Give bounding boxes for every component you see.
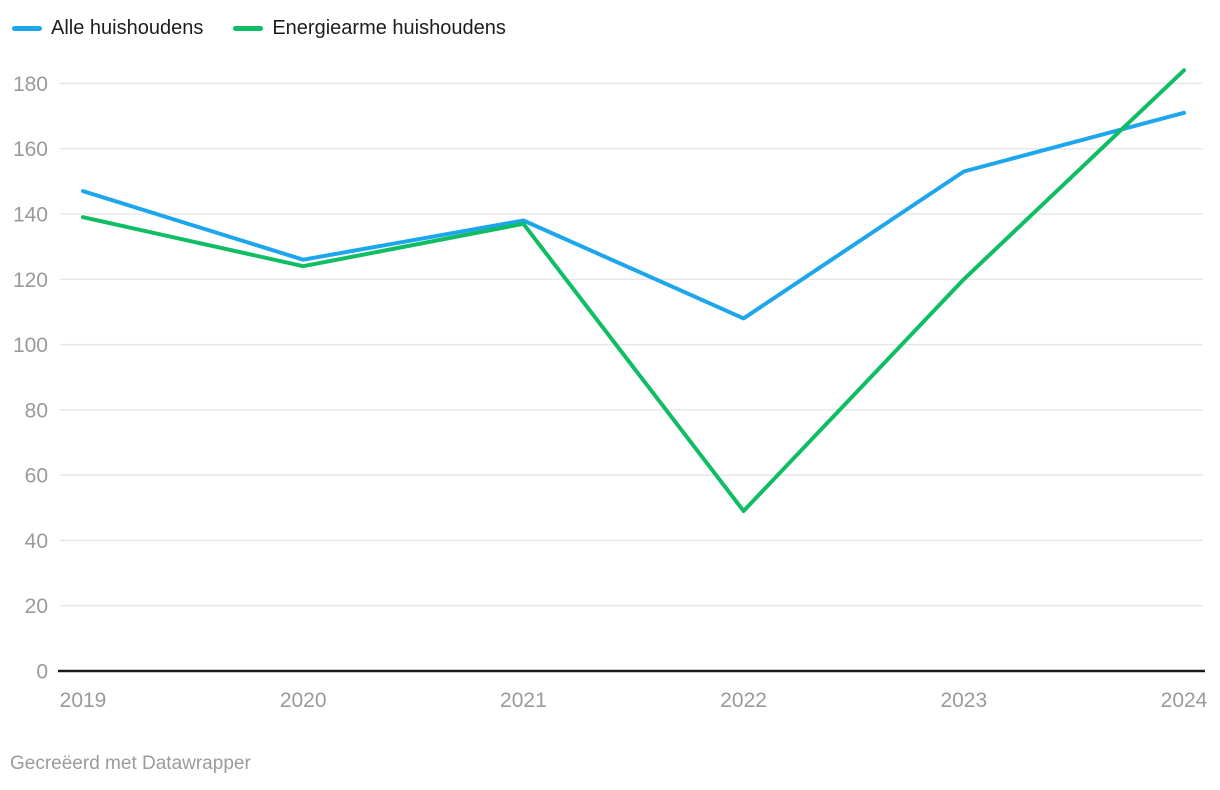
line-chart-svg: 0 20 40 60 80 100 120 140 160 180 2019 2020 2021 2022… (13, 68, 1208, 712)
y-axis-tick-label: 140 (13, 203, 48, 226)
y-axis-tick-label: 160 (13, 138, 48, 161)
line-energiearme-huishoudens (81, 68, 1186, 513)
legend-item-energiearme-huishoudens: Energiearme huishoudens (233, 18, 506, 38)
legend-label-alle-huishoudens: Alle huishoudens (51, 17, 204, 39)
legend: Alle huishoudens Energiearme huishoudens (12, 18, 506, 38)
y-axis-tick-label: 120 (13, 269, 48, 292)
line-alle-huishoudens (81, 110, 1186, 321)
attribution-text: Gecreëerd met Datawrapper (10, 753, 251, 774)
x-axis-tick-label: 2021 (500, 689, 547, 712)
y-axis-tick-label: 80 (25, 399, 48, 422)
y-axis-tick-label: 40 (25, 530, 48, 553)
y-axis-tick-label: 0 (36, 661, 48, 684)
y-axis-tick-label: 20 (25, 595, 48, 618)
x-axis-tick-label: 2022 (720, 689, 767, 712)
legend-label-energiearme-huishoudens: Energiearme huishoudens (272, 17, 506, 39)
x-axis-tick-label: 2024 (1161, 689, 1208, 712)
legend-swatch-energiearme-huishoudens (233, 25, 264, 31)
y-axis-tick-label: 100 (13, 334, 48, 357)
legend-item-alle-huishoudens: Alle huishoudens (12, 18, 203, 38)
y-axis-tick-label: 60 (25, 465, 48, 488)
legend-swatch-alle-huishoudens (12, 25, 42, 31)
x-axis-tick-label: 2019 (60, 689, 107, 712)
y-axis-tick-label: 180 (13, 73, 48, 96)
x-axis-tick-label: 2023 (940, 689, 987, 712)
x-axis-tick-label: 2020 (280, 689, 327, 712)
